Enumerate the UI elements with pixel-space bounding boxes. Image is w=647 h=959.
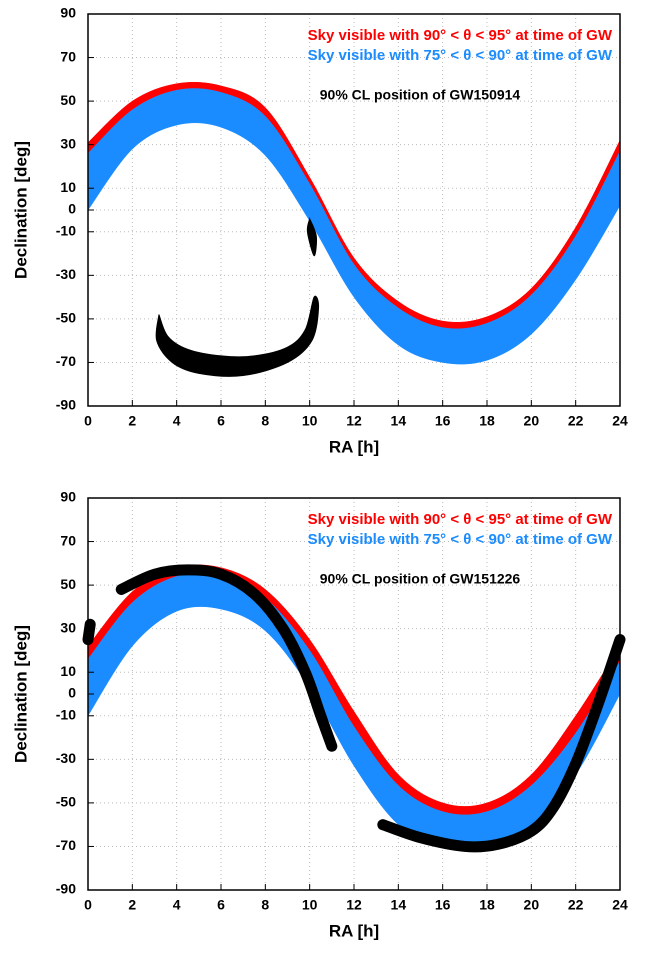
legend-entry: Sky visible with 75° < θ < 90° at time o… xyxy=(308,47,613,64)
x-tick-label: 18 xyxy=(479,413,495,429)
x-tick-label: 20 xyxy=(524,413,540,429)
y-tick-label: -50 xyxy=(56,310,76,326)
region-label: 90% CL position of GW150914 xyxy=(320,87,521,103)
y-tick-label: 50 xyxy=(60,576,76,592)
x-tick-label: 22 xyxy=(568,413,584,429)
x-tick-label: 24 xyxy=(612,413,628,429)
y-tick-label: -70 xyxy=(56,353,76,369)
y-tick-label: -70 xyxy=(56,837,76,853)
y-tick-label: 30 xyxy=(60,619,76,635)
y-tick-label: 0 xyxy=(68,685,76,701)
x-tick-label: 2 xyxy=(128,897,136,913)
x-tick-label: 18 xyxy=(479,897,495,913)
gw-region xyxy=(155,295,320,377)
x-tick-label: 10 xyxy=(302,413,318,429)
x-tick-label: 6 xyxy=(217,413,225,429)
gw-region xyxy=(115,564,338,752)
y-tick-label: 50 xyxy=(60,92,76,108)
y-tick-label: -10 xyxy=(56,222,76,238)
x-tick-label: 12 xyxy=(346,897,362,913)
y-axis-label: Declination [deg] xyxy=(11,625,30,763)
y-tick-label: 90 xyxy=(60,5,76,21)
y-tick-label: -90 xyxy=(56,397,76,413)
y-tick-label: 70 xyxy=(60,532,76,548)
y-tick-label: -30 xyxy=(56,750,76,766)
x-axis-label: RA [h] xyxy=(329,921,379,940)
legend-entry: Sky visible with 90° < θ < 95° at time o… xyxy=(308,27,613,44)
x-tick-label: 4 xyxy=(173,413,181,429)
x-tick-label: 22 xyxy=(568,897,584,913)
y-tick-label: -30 xyxy=(56,266,76,282)
x-tick-label: 0 xyxy=(84,897,92,913)
gw-region xyxy=(306,216,317,257)
y-tick-label: 90 xyxy=(60,489,76,505)
x-axis-label: RA [h] xyxy=(329,437,379,456)
x-tick-label: 2 xyxy=(128,413,136,429)
x-tick-label: 14 xyxy=(391,897,407,913)
x-tick-label: 4 xyxy=(173,897,181,913)
y-tick-label: 0 xyxy=(68,201,76,217)
x-tick-label: 8 xyxy=(261,897,269,913)
x-tick-label: 20 xyxy=(524,897,540,913)
y-tick-label: 30 xyxy=(60,135,76,151)
legend-entry: Sky visible with 90° < θ < 95° at time o… xyxy=(308,511,613,528)
gw-region xyxy=(377,634,626,853)
x-tick-label: 24 xyxy=(612,897,628,913)
y-tick-label: 10 xyxy=(60,179,76,195)
y-tick-label: -10 xyxy=(56,706,76,722)
y-tick-label: 10 xyxy=(60,663,76,679)
x-tick-label: 14 xyxy=(391,413,407,429)
y-tick-label: -50 xyxy=(56,794,76,810)
x-tick-label: 6 xyxy=(217,897,225,913)
x-tick-label: 16 xyxy=(435,413,451,429)
y-tick-label: -90 xyxy=(56,881,76,897)
y-axis-label: Declination [deg] xyxy=(11,141,30,279)
x-tick-label: 12 xyxy=(346,413,362,429)
legend-entry: Sky visible with 75° < θ < 90° at time o… xyxy=(308,531,613,548)
x-tick-label: 0 xyxy=(84,413,92,429)
region-label: 90% CL position of GW151226 xyxy=(320,571,521,587)
x-tick-label: 10 xyxy=(302,897,318,913)
x-tick-label: 16 xyxy=(435,897,451,913)
y-tick-label: 70 xyxy=(60,48,76,64)
x-tick-label: 8 xyxy=(261,413,269,429)
